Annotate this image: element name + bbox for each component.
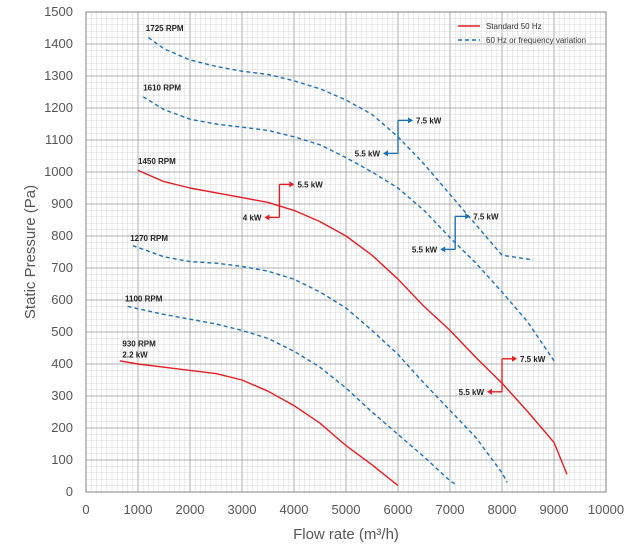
legend: Standard 50 Hz 60 Hz or frequency variati… xyxy=(458,22,586,45)
plot-border xyxy=(85,11,607,493)
y-tick-label: 900 xyxy=(51,196,73,211)
curve-label: 1610 RPM xyxy=(143,83,181,92)
marker-arrowhead-down xyxy=(264,214,270,221)
curve-1270-rpm xyxy=(132,244,508,483)
curve-930-rpm xyxy=(119,360,399,487)
curve-label: 1270 RPM xyxy=(130,234,168,243)
kw-label-up: 7.5 kW xyxy=(473,212,499,221)
y-tick-label: 1000 xyxy=(44,164,73,179)
kw-label-down: 5.5 kW xyxy=(459,388,485,397)
y-axis-title: Static Pressure (Pa) xyxy=(22,185,39,319)
marker-arrowhead-down xyxy=(487,388,492,395)
x-tick-label: 9000 xyxy=(540,502,569,517)
x-tick-label: 5000 xyxy=(332,502,361,517)
power-marker: 7.5 kW 5.5 kW xyxy=(459,355,546,397)
y-tick-label: 600 xyxy=(51,292,73,307)
power-marker: 5.5 kW 4 kW xyxy=(243,180,323,222)
y-tick-label: 0 xyxy=(66,484,73,499)
curve-label: 1450 RPM xyxy=(138,157,176,166)
curve-label: 930 RPM xyxy=(122,339,156,348)
power-marker: 7.5 kW 5.5 kW xyxy=(412,212,499,254)
y-tick-label: 1400 xyxy=(44,36,73,51)
curve-label: 1725 RPM xyxy=(146,24,184,33)
marker-arrowhead-up xyxy=(408,117,413,124)
y-tick-label: 200 xyxy=(51,420,73,435)
kw-label-up: 5.5 kW xyxy=(297,180,323,189)
curve-1610-rpm xyxy=(142,96,555,362)
kw-label-down: 4 kW xyxy=(243,213,262,222)
curve-1450-rpm xyxy=(137,169,568,475)
y-tick-label: 700 xyxy=(51,260,73,275)
x-tick-label: 2000 xyxy=(176,502,205,517)
y-tick-label: 800 xyxy=(51,228,73,243)
curve-label: 2.2 kW xyxy=(122,351,148,360)
y-tick-label: 1300 xyxy=(44,68,73,83)
kw-label-up: 7.5 kW xyxy=(520,355,546,364)
y-tick-label: 1100 xyxy=(45,132,73,147)
marker-arrowhead-down xyxy=(440,246,446,253)
kw-label-down: 5.5 kW xyxy=(355,149,381,158)
y-tick-label: 500 xyxy=(51,324,73,339)
curves xyxy=(119,37,568,487)
marker-arrowhead-down xyxy=(383,150,388,157)
marker-arrowhead-up xyxy=(465,213,471,220)
legend-label: Standard 50 Hz xyxy=(486,22,542,31)
x-tick-label: 10000 xyxy=(588,502,624,517)
legend-label: 60 Hz or frequency variation xyxy=(486,36,586,45)
y-tick-label: 1500 xyxy=(44,4,73,19)
x-tick-label: 0 xyxy=(82,502,89,517)
x-tick-label: 3000 xyxy=(228,502,257,517)
axes: 0 1000 2000 3000 4000 5000 6000 7000 8000 9000 100… xyxy=(22,4,624,543)
marker-arrowhead-up xyxy=(512,355,517,362)
power-marker: 7.5 kW 5.5 kW xyxy=(355,116,442,158)
grid xyxy=(85,11,607,493)
power-markers: 5.5 kW4 kW7.5 kW5.5 kW7.5 kW5.5 kW7.5 kW… xyxy=(243,116,546,396)
y-tick-label: 100 xyxy=(51,452,73,467)
x-tick-label: 4000 xyxy=(280,502,309,517)
y-tick-label: 300 xyxy=(51,388,73,403)
y-tick-label: 1200 xyxy=(44,100,73,115)
x-tick-label: 1000 xyxy=(124,502,153,517)
marker-arrowhead-up xyxy=(289,181,295,188)
x-tick-label: 8000 xyxy=(488,502,517,517)
curve-label: 1100 RPM xyxy=(125,295,163,304)
x-axis-title: Flow rate (m³/h) xyxy=(293,526,399,543)
curve-labels: 1725 RPM 1610 RPM 1450 RPM 1270 RPM 1100 RPM… xyxy=(122,24,184,359)
y-tick-label: 400 xyxy=(51,356,73,371)
kw-label-down: 5.5 kW xyxy=(412,245,438,254)
x-tick-label: 7000 xyxy=(436,502,465,517)
kw-label-up: 7.5 kW xyxy=(416,116,442,125)
x-tick-label: 6000 xyxy=(384,502,413,517)
